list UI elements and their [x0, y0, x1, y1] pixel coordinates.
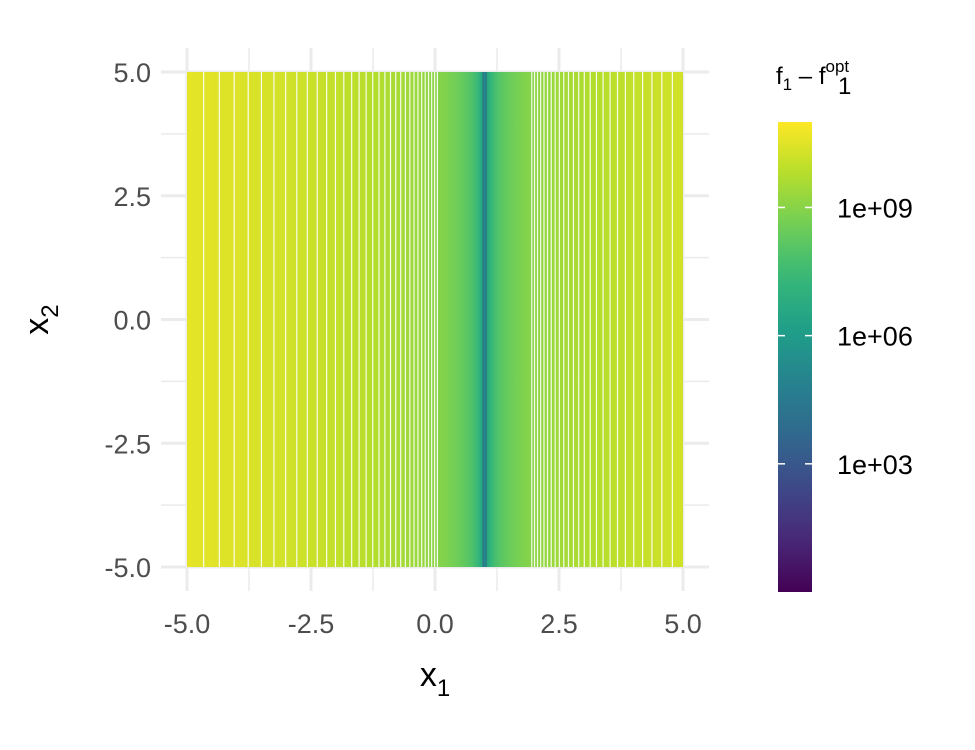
colorbar-title: f1 – fopt	[776, 57, 849, 94]
x-tick-label: -2.5	[288, 609, 335, 639]
heatmap-surface	[187, 72, 683, 567]
colorbar-title-subscript: 1	[783, 75, 792, 94]
colorbar-title-main: f	[776, 63, 783, 90]
x-tick-label: 5.0	[664, 609, 702, 639]
colorbar-tick-label: 1e+03	[837, 450, 913, 480]
colorbar-title-subscript-2: 1	[838, 73, 851, 100]
x-tick-label: 2.5	[540, 609, 578, 639]
contour-lines	[203, 72, 673, 567]
x-axis-title-main: x	[420, 656, 437, 694]
x-axis-ticks: -5.0 -2.5 0.0 2.5 5.0	[164, 609, 702, 639]
x-axis-title-subscript: 1	[437, 675, 450, 702]
x-tick-label: -5.0	[164, 609, 211, 639]
y-axis-title-subscript: 2	[37, 304, 64, 317]
x-tick-label: 0.0	[416, 609, 454, 639]
colorbar-title-superscript: opt	[826, 57, 850, 76]
colorbar-title-main-2: f	[819, 63, 826, 90]
y-axis-ticks: -5.0 -2.5 0.0 2.5 5.0	[104, 58, 151, 583]
y-tick-label: -5.0	[104, 553, 151, 583]
colorbar-tick-label: 1e+06	[837, 322, 913, 352]
colorbar-ticks: 1e+03 1e+06 1e+09	[778, 193, 913, 480]
y-tick-label: -2.5	[104, 429, 151, 459]
x-axis-title: x1	[420, 656, 450, 702]
y-tick-label: 0.0	[113, 306, 151, 336]
colorbar-title-minus: –	[792, 63, 819, 90]
optimum-valley	[483, 72, 487, 567]
y-tick-label: 5.0	[113, 58, 151, 88]
colorbar-gradient	[778, 122, 812, 592]
y-axis-title: x2	[18, 304, 64, 334]
y-axis-title-main: x	[18, 318, 56, 335]
y-tick-label: 2.5	[113, 182, 151, 212]
colorbar-tick-label: 1e+09	[837, 193, 913, 223]
